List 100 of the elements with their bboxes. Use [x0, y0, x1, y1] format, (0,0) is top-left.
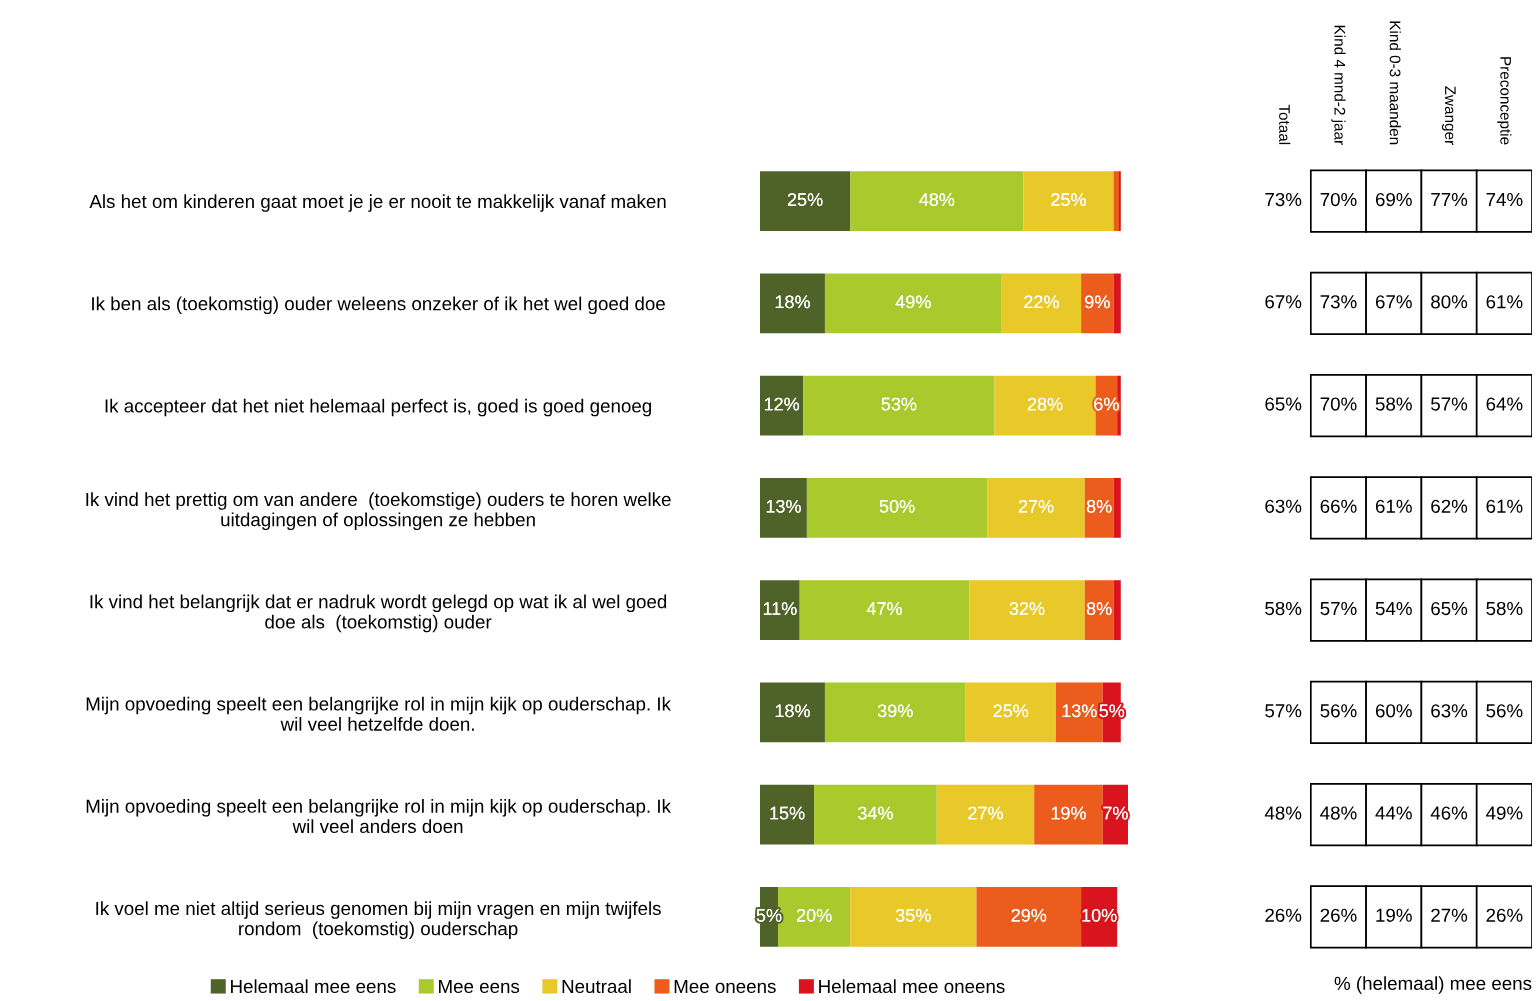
- text: 67%: [1375, 295, 1412, 309]
- bar: [965, 682, 1056, 743]
- legend-label: Mee oneens: [674, 980, 776, 994]
- text: 58%: [1375, 397, 1412, 411]
- data-label: 13%: [766, 499, 801, 513]
- data-label: 34%: [858, 806, 893, 820]
- text: 57%: [1265, 704, 1302, 718]
- text: 60%: [1375, 704, 1412, 718]
- text: 19%: [1376, 908, 1412, 922]
- data-label: 35%: [895, 908, 931, 922]
- bar: [987, 477, 1085, 538]
- text: 46%: [1430, 806, 1468, 820]
- data-label: 12%: [764, 397, 800, 411]
- text: 70%: [1320, 192, 1357, 207]
- data-label: 27%: [1018, 499, 1054, 513]
- bar: [1113, 273, 1121, 334]
- bar: [1117, 375, 1121, 436]
- text: 77%: [1431, 192, 1468, 207]
- data-label: 13%: [1062, 704, 1097, 718]
- bar: [824, 273, 1002, 334]
- bar: [803, 375, 995, 436]
- category-label: Ik ben als (toekomstig) ouder weleens onzeker of ik het wel goed doe: [92, 296, 665, 315]
- text: 67%: [1265, 295, 1302, 309]
- text: 58%: [1265, 601, 1302, 616]
- bar: [824, 682, 966, 743]
- text: 27%: [1431, 908, 1468, 922]
- bar: [1113, 580, 1121, 641]
- text: 61%: [1486, 295, 1523, 309]
- data-label: 18%: [775, 704, 810, 718]
- data-label: 32%: [1009, 602, 1045, 615]
- data-label: 20%: [796, 908, 832, 922]
- data-label: 25%: [993, 704, 1029, 718]
- category-label: Kind 0-3 maanden: [1389, 21, 1401, 145]
- data-label: 25%: [1051, 193, 1086, 206]
- text: 26%: [1486, 908, 1523, 922]
- legend-label: Neutraal: [562, 979, 631, 994]
- data-label: 50%: [879, 499, 915, 513]
- category-label: Ik accepteer dat het niet helemaal perfect is, goed is goed genoeg: [105, 398, 652, 417]
- category-label: Ik vind het belangrijk dat er nadruk wordt gelegd op wat ik al wel goed doe als (toekomstig) ouder: [90, 594, 667, 633]
- data-label: 8%: [1086, 499, 1112, 513]
- category-label: Ik vind het prettig om van andere (toekomstige) ouders te horen welke uitdagingen of oplossingen ze hebben: [86, 492, 671, 531]
- text: 58%: [1486, 601, 1523, 616]
- text: 70%: [1320, 397, 1357, 411]
- category-label: Preconceptie: [1497, 57, 1512, 145]
- data-label: 39%: [877, 704, 913, 718]
- category-label: Totaal: [1279, 104, 1291, 145]
- text: 56%: [1486, 704, 1523, 718]
- data-label: 22%: [1024, 295, 1059, 309]
- bar: [994, 375, 1096, 436]
- bar: [1113, 171, 1119, 232]
- data-label: 15%: [770, 806, 805, 820]
- text: 66%: [1320, 499, 1357, 513]
- text: 48%: [1264, 806, 1302, 820]
- text: 65%: [1265, 397, 1302, 411]
- data-label: 49%: [895, 295, 931, 309]
- bar: [806, 477, 988, 538]
- data-label: 11%: [763, 602, 797, 615]
- text: 49%: [1486, 806, 1523, 820]
- text: 57%: [1431, 397, 1468, 411]
- bar: [799, 580, 970, 641]
- data-label: 18%: [775, 295, 810, 309]
- category-label: Ik voel me niet altijd serieus genomen bij mijn vragen en mijn twijfels rondom (toekomstig) ouderschap: [96, 901, 661, 940]
- text: 61%: [1375, 499, 1412, 513]
- bar: [850, 886, 977, 947]
- text: 48%: [1320, 806, 1357, 820]
- category-label: Zwanger: [1441, 86, 1456, 145]
- data-label: 48%: [919, 193, 955, 206]
- data-label: 47%: [866, 602, 902, 615]
- text: 64%: [1486, 397, 1523, 411]
- data-label: 27%: [968, 806, 1003, 820]
- text: 26%: [1265, 908, 1302, 922]
- category-label: Mijn opvoeding speelt een belangrijke rol in mijn kijk op ouderschap. Ik wil veel hetzelfde doen.: [86, 696, 671, 731]
- text: 44%: [1375, 806, 1412, 820]
- text: 26%: [1320, 908, 1357, 922]
- text: 61%: [1486, 499, 1523, 513]
- bar: [850, 171, 1024, 232]
- bar: [1023, 171, 1114, 232]
- text: 69%: [1375, 192, 1412, 207]
- data-label: 6%: [1094, 397, 1119, 411]
- legend-label: Helemaal mee eens: [231, 979, 396, 994]
- text: 56%: [1320, 704, 1357, 718]
- category-label: Mijn opvoeding speelt een belangrijke rol in mijn kijk op ouderschap. Ik wil veel anders doen: [86, 799, 671, 834]
- text: 54%: [1375, 601, 1412, 616]
- category-label: Als het om kinderen gaat moet je je er nooit te makkelijk vanaf maken: [89, 194, 666, 212]
- data-label: 19%: [1051, 806, 1086, 820]
- text: 63%: [1265, 499, 1302, 513]
- bar: [969, 580, 1085, 641]
- text: 73%: [1265, 192, 1302, 207]
- data-label: 10%: [1082, 908, 1117, 922]
- text: % (helemaal) mee eens: [1334, 976, 1532, 994]
- data-label: 8%: [1086, 602, 1112, 615]
- bar: [936, 784, 1035, 845]
- data-label: 28%: [1027, 397, 1063, 411]
- data-label: 53%: [881, 397, 917, 411]
- data-label: 9%: [1085, 295, 1110, 309]
- bar: [1113, 477, 1121, 538]
- text: 63%: [1431, 704, 1468, 718]
- text: 73%: [1320, 295, 1357, 309]
- category-label: Kind 4 mnd-2 jaar: [1331, 25, 1346, 145]
- text: 80%: [1431, 295, 1468, 309]
